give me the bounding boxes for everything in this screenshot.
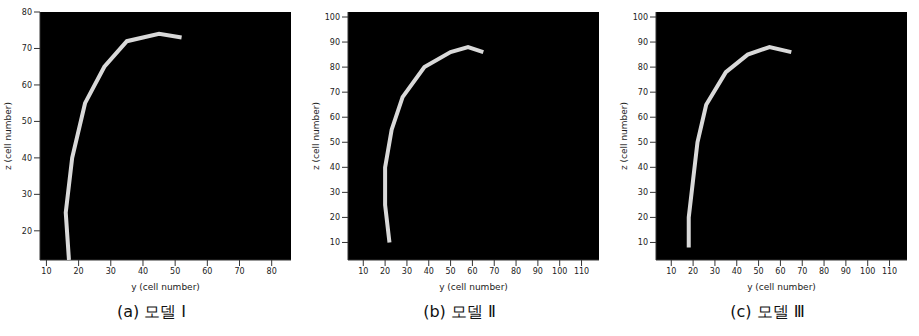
svg-text:30: 30 <box>710 267 720 276</box>
svg-text:50: 50 <box>170 267 180 276</box>
svg-text:60: 60 <box>775 267 785 276</box>
svg-text:40: 40 <box>22 154 32 163</box>
svg-text:40: 40 <box>330 163 340 172</box>
svg-text:60: 60 <box>467 267 477 276</box>
svg-text:70: 70 <box>22 44 32 53</box>
svg-text:40: 40 <box>424 267 434 276</box>
svg-text:50: 50 <box>445 267 455 276</box>
svg-text:40: 40 <box>138 267 148 276</box>
svg-text:20: 20 <box>74 267 84 276</box>
svg-text:20: 20 <box>22 227 32 236</box>
svg-text:100: 100 <box>325 13 340 22</box>
svg-text:60: 60 <box>638 113 648 122</box>
html-text:(b) 모델 Ⅱ: (b) 모델 Ⅱ <box>423 302 496 321</box>
svg-text:70: 70 <box>797 267 807 276</box>
svg-text:10: 10 <box>666 267 676 276</box>
svg-text:z (cell number): z (cell number) <box>619 102 629 170</box>
svg-text:10: 10 <box>358 267 368 276</box>
html-text:(c) 모델 Ⅲ: (c) 모델 Ⅲ <box>730 302 805 321</box>
svg-text:70: 70 <box>638 88 648 97</box>
svg-text:80: 80 <box>638 63 648 72</box>
svg-text:10: 10 <box>41 267 51 276</box>
svg-text:20: 20 <box>330 213 340 222</box>
svg-text:110: 110 <box>882 267 897 276</box>
svg-text:40: 40 <box>732 267 742 276</box>
svg-text:80: 80 <box>330 63 340 72</box>
svg-text:y (cell number): y (cell number) <box>747 282 816 292</box>
svg-text:90: 90 <box>533 267 543 276</box>
svg-text:100: 100 <box>633 13 648 22</box>
svg-text:40: 40 <box>638 163 648 172</box>
svg-text:70: 70 <box>489 267 499 276</box>
svg-text:100: 100 <box>552 267 567 276</box>
svg-text:80: 80 <box>267 267 277 276</box>
svg-text:z (cell number): z (cell number) <box>311 102 321 170</box>
svg-text:90: 90 <box>841 267 851 276</box>
svg-text:20: 20 <box>638 213 648 222</box>
svg-text:30: 30 <box>106 267 116 276</box>
svg-text:60: 60 <box>330 113 340 122</box>
svg-text:10: 10 <box>330 238 340 247</box>
svg-text:50: 50 <box>22 117 32 126</box>
svg-text:y (cell number): y (cell number) <box>131 282 200 292</box>
svg-text:10: 10 <box>638 238 648 247</box>
svg-text:30: 30 <box>22 190 32 199</box>
svg-text:80: 80 <box>819 267 829 276</box>
svg-text:80: 80 <box>511 267 521 276</box>
svg-text:20: 20 <box>380 267 390 276</box>
svg-text:50: 50 <box>330 138 340 147</box>
svg-text:20: 20 <box>688 267 698 276</box>
html-text:(a) 모델 Ⅰ: (a) 모델 Ⅰ <box>116 302 187 321</box>
svg-text:100: 100 <box>860 267 875 276</box>
svg-text:30: 30 <box>402 267 412 276</box>
svg-text:z (cell number): z (cell number) <box>3 102 13 170</box>
svg-text:30: 30 <box>330 188 340 197</box>
svg-text:50: 50 <box>638 138 648 147</box>
svg-text:80: 80 <box>22 8 32 17</box>
svg-text:50: 50 <box>753 267 763 276</box>
svg-text:60: 60 <box>202 267 212 276</box>
svg-text:110: 110 <box>574 267 589 276</box>
svg-text:70: 70 <box>330 88 340 97</box>
svg-text:60: 60 <box>22 81 32 90</box>
svg-text:y (cell number): y (cell number) <box>439 282 508 292</box>
svg-text:90: 90 <box>638 38 648 47</box>
svg-text:70: 70 <box>234 267 244 276</box>
svg-text:90: 90 <box>330 38 340 47</box>
svg-text:30: 30 <box>638 188 648 197</box>
